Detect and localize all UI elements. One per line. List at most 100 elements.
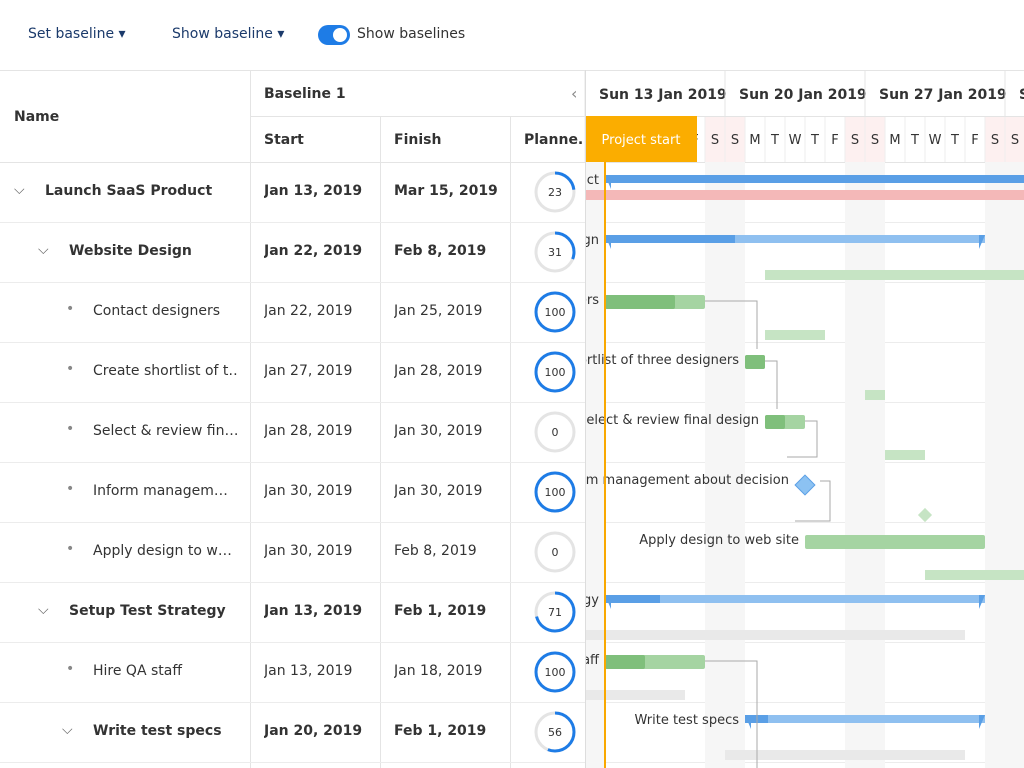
label: Set baseline — [28, 26, 115, 42]
toggle-label: Show baselines — [357, 26, 466, 42]
row-divider — [0, 342, 1024, 343]
row-divider — [0, 582, 1024, 583]
finish-date: Jan 28, 2019 — [394, 363, 483, 379]
progress-label: 100 — [545, 306, 566, 319]
baseline-bar — [586, 690, 685, 700]
bullet: • — [66, 661, 75, 677]
task-progress — [605, 655, 645, 669]
baseline-bar — [925, 570, 1024, 580]
weekend-shade — [705, 162, 725, 768]
col-header: Finish — [394, 132, 442, 148]
finish-date: Feb 1, 2019 — [394, 723, 487, 739]
progress-label: 100 — [545, 486, 566, 499]
bar-label: ers — [579, 293, 599, 308]
week-label: Sun 27 Jan 2019 — [879, 87, 1007, 103]
day-label: T — [770, 133, 779, 148]
progress-label: 100 — [545, 366, 566, 379]
task-name: Create shortlist of t… — [93, 363, 238, 379]
day-label: S — [871, 133, 879, 148]
weekend-header — [985, 116, 1005, 162]
task-name: Apply design to w… — [93, 543, 232, 559]
progress-track — [534, 531, 576, 573]
dependency — [765, 360, 778, 409]
weekend-shade — [985, 162, 1005, 768]
set-baseline-button[interactable]: Set baseline ▾ — [28, 26, 126, 42]
baseline-bar — [586, 190, 1024, 200]
progress-label: 0 — [552, 546, 559, 559]
day-label: W — [789, 133, 802, 148]
start-date: Jan 13, 2019 — [264, 183, 363, 199]
divider — [250, 116, 585, 117]
task-name: Inform managem… — [93, 483, 228, 499]
progress-arc — [534, 711, 576, 753]
divider — [0, 162, 1024, 163]
finish-date: Feb 1, 2019 — [394, 603, 487, 619]
start-date: Jan 28, 2019 — [264, 423, 353, 439]
start-date: Jan 30, 2019 — [264, 483, 353, 499]
summary-bar — [605, 235, 985, 243]
progress-arc — [534, 591, 576, 633]
week-label: S — [1019, 87, 1024, 103]
weekend-shade — [1005, 162, 1024, 768]
expand-icon: ⌵ — [14, 182, 25, 198]
milestone — [794, 474, 816, 496]
col-group-header: Baseline 1 — [264, 86, 346, 102]
day-label: T — [910, 133, 919, 148]
collapse-icon[interactable]: ‹ — [571, 84, 578, 103]
col-header: Name — [14, 109, 60, 125]
day-label: S — [851, 133, 859, 148]
timeline: SMTWTFSSMTWTFSSMTWTFSSSun 13 Jan 2019Sun… — [584, 70, 1024, 768]
toggle[interactable] — [318, 25, 350, 45]
divider — [250, 70, 251, 768]
task-progress — [765, 415, 785, 429]
row-divider — [0, 402, 1024, 403]
task-name: Launch SaaS Product — [45, 183, 213, 199]
baseline-bar — [885, 450, 925, 460]
baseline-milestone — [917, 507, 933, 523]
task-bar — [805, 535, 985, 549]
expand-icon: ⌵ — [38, 242, 49, 258]
summary-progress — [605, 175, 1024, 183]
weekend-header — [865, 116, 885, 162]
bar-label: gy — [583, 593, 599, 608]
progress-arc — [534, 651, 576, 693]
progress-arc — [534, 291, 576, 333]
day-label: S — [731, 133, 739, 148]
progress-label: 71 — [548, 606, 562, 619]
col-header: Planne... — [524, 132, 594, 148]
progress-arc — [534, 471, 576, 513]
bullet: • — [66, 481, 75, 497]
day-label: T — [810, 133, 819, 148]
progress-arc — [534, 171, 576, 213]
summary-bar — [745, 715, 985, 723]
day-label: S — [991, 133, 999, 148]
bullet: • — [66, 541, 75, 557]
start-date: Jan 22, 2019 — [264, 243, 363, 259]
row-divider — [0, 702, 1024, 703]
divider — [510, 116, 511, 768]
bar-label: ct — [587, 173, 599, 188]
start-date: Jan 13, 2019 — [264, 663, 353, 679]
finish-date: Jan 18, 2019 — [394, 663, 483, 679]
toggle-knob — [333, 28, 347, 42]
day-label: F — [971, 133, 978, 148]
row-divider — [0, 762, 1024, 763]
progress-arc — [534, 231, 576, 273]
task-name: Contact designers — [93, 303, 221, 319]
show-baseline-button[interactable]: Show baseline ▾ — [172, 26, 285, 42]
start-date: Jan 13, 2019 — [264, 603, 363, 619]
weekend-header — [725, 116, 745, 162]
task-name: Select & review fin… — [93, 423, 238, 439]
bar-label: ortlist of three designers — [579, 353, 739, 368]
task-progress — [745, 355, 765, 369]
weekend-header — [705, 116, 725, 162]
progress-label: 31 — [548, 246, 562, 259]
label: Show baseline — [172, 26, 273, 42]
finish-date: Feb 8, 2019 — [394, 243, 487, 259]
row-divider — [0, 522, 1024, 523]
row-divider — [0, 282, 1024, 283]
weekend-shade — [845, 162, 865, 768]
divider — [0, 70, 1024, 71]
task-name: Setup Test Strategy — [69, 603, 226, 619]
